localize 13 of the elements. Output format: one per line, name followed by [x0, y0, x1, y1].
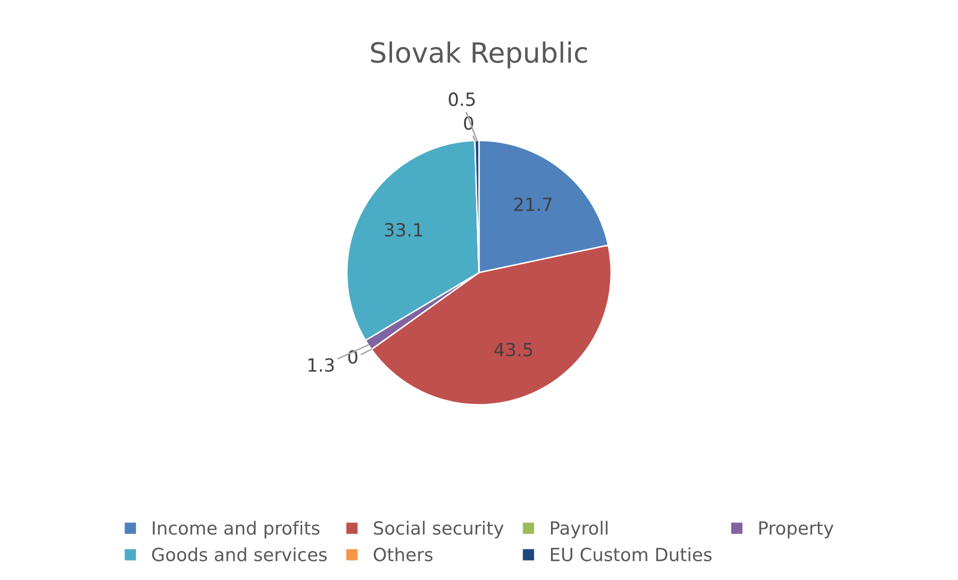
- legend-label: Social security: [374, 520, 504, 538]
- data-label: 21.7: [514, 197, 552, 211]
- legend-label: Property: [759, 521, 834, 538]
- data-label: 43.5: [494, 342, 532, 356]
- data-label: 1.3: [308, 358, 334, 372]
- chart-title: Slovak Republic: [371, 42, 587, 68]
- legend-label: EU Custom Duties: [550, 547, 712, 562]
- legend-label: Goods and services: [152, 547, 327, 562]
- legend-label: Others: [374, 547, 433, 562]
- data-label: 33.1: [384, 222, 422, 237]
- legend-label: Payroll: [550, 520, 608, 538]
- legend-label: Income and profits: [152, 520, 320, 538]
- data-label: 0.5: [448, 92, 475, 106]
